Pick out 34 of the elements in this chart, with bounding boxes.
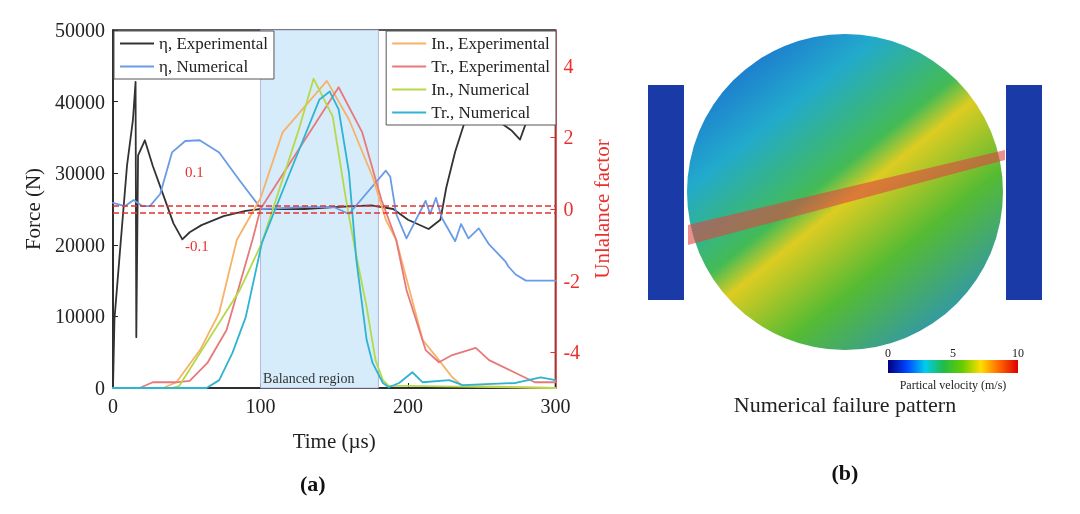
y-tick-label: 30000 [55, 162, 105, 185]
text: 0 [885, 346, 891, 360]
x-axis-title: Time (µs) [292, 428, 376, 453]
text: 5 [950, 346, 956, 360]
y-axis-title: Force (N) [20, 167, 45, 251]
y2-axis-title: Unlalance factor [589, 139, 614, 279]
y2-tick-label: 0 [563, 198, 574, 220]
ref-line-label: -0.1 [185, 238, 209, 255]
legend-label: η, Numerical [159, 57, 249, 76]
legend-label: In., Numerical [431, 80, 531, 99]
y2-tick-label: -4 [563, 341, 581, 364]
legend-label: η, Experimental [159, 34, 269, 53]
line-series [112, 139, 557, 282]
y2-tick-label: 4 [563, 54, 574, 77]
legend-label: Tr., Numerical [431, 103, 531, 122]
x-tick-label: 300 [540, 395, 571, 417]
y-tick-label: 10000 [55, 305, 105, 328]
legend-label: Tr., Experimental [431, 57, 551, 76]
ref-line-label: 0.1 [185, 163, 204, 180]
legend-label: In., Experimental [431, 34, 550, 53]
y-tick-label: 20000 [55, 233, 105, 256]
text: 10 [1012, 346, 1024, 360]
y-tick-label: 40000 [55, 90, 105, 113]
text: (b) [831, 460, 859, 485]
text: Numerical failure pattern [733, 392, 957, 417]
x-tick-label: 100 [245, 395, 276, 417]
y2-tick-label: 2 [563, 126, 574, 149]
color-bar-title: Partical velocity (m/s) [899, 378, 1007, 392]
y-tick-label: 50000 [55, 19, 105, 41]
x-tick-label: 200 [392, 395, 423, 417]
y-tick-label: 0 [95, 377, 105, 399]
text: (a) [300, 470, 326, 496]
y2-tick-label: -2 [563, 269, 581, 292]
band-label: Balanced region [263, 370, 355, 386]
